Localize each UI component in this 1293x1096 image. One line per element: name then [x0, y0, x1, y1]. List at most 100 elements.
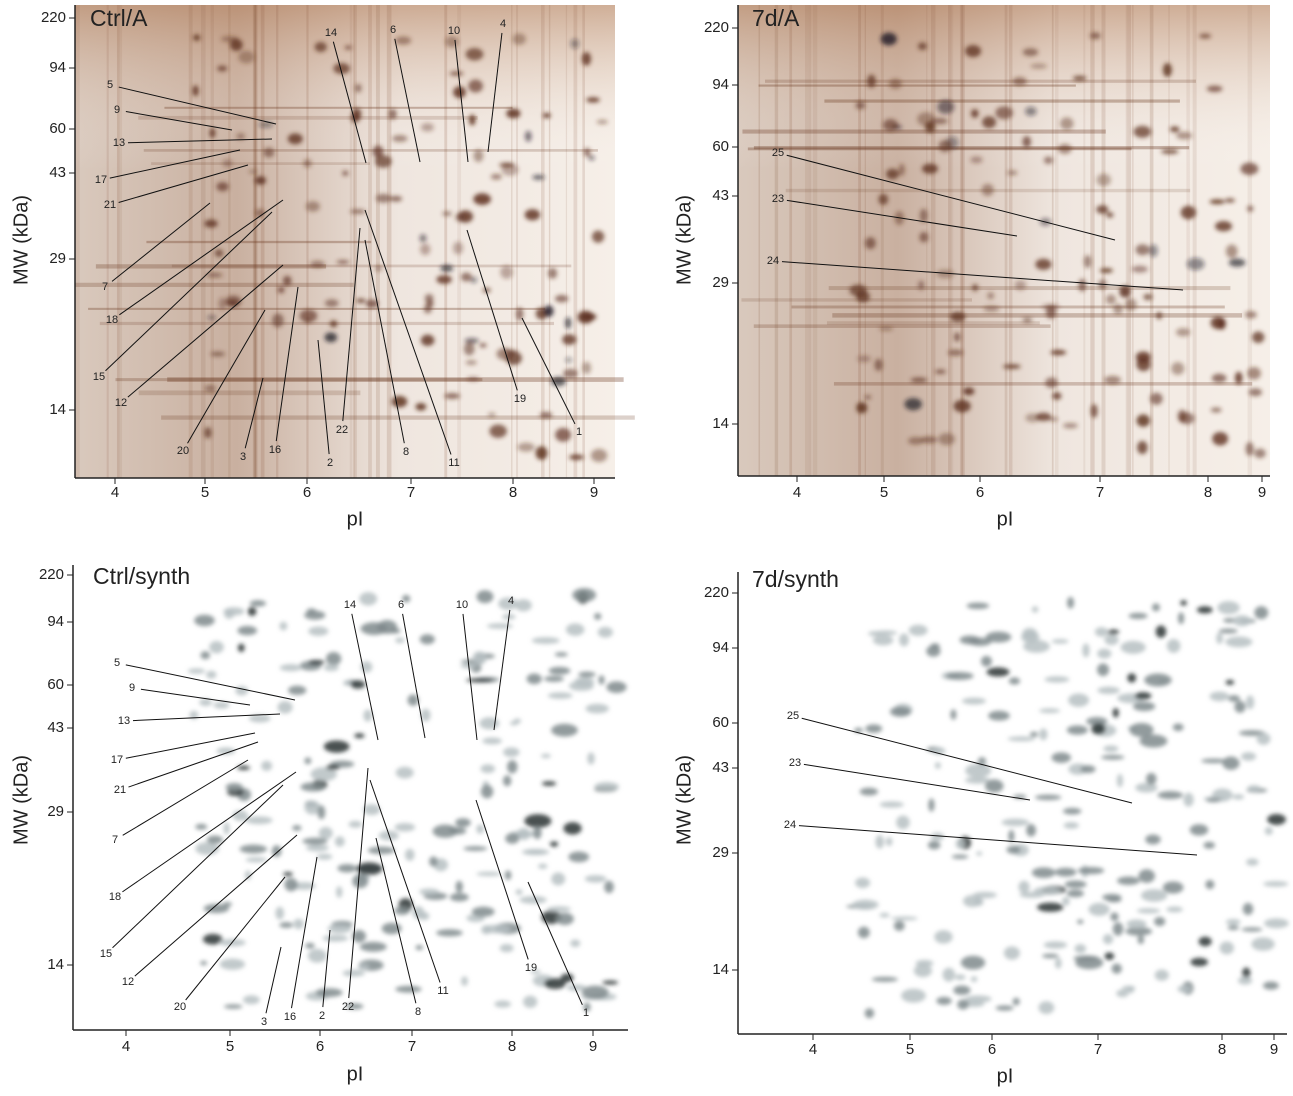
gel-spot [867, 74, 876, 88]
gel-spot [436, 275, 452, 284]
gel-spot [1211, 373, 1227, 383]
gel-spot [1242, 967, 1251, 979]
gel-spot [1067, 596, 1075, 609]
gel-spot [1150, 392, 1163, 405]
spot-label: 11 [437, 985, 448, 997]
gel-spot [581, 985, 609, 1000]
gel-spot [594, 782, 620, 792]
gel-spot [1074, 944, 1087, 954]
gel-spot [542, 112, 551, 119]
gel-spot [865, 724, 883, 733]
gel-spot [1251, 937, 1275, 951]
gel-spot [855, 877, 871, 889]
gel-spot [419, 888, 440, 895]
spot-label: 20 [177, 445, 189, 457]
gel-spot [942, 967, 956, 982]
x-tick-label: 5 [880, 484, 888, 501]
gel-spot [1021, 631, 1040, 643]
gel-spot [926, 645, 941, 657]
gel-spot [986, 667, 1010, 677]
gel-spot [983, 305, 1000, 312]
gel-spot [962, 697, 986, 705]
gel-spot [223, 822, 230, 835]
gel-spot [299, 309, 318, 323]
gel-spot [395, 637, 405, 644]
gel-spot [919, 208, 928, 223]
gel-spot [213, 701, 230, 709]
gel-spot [856, 291, 870, 303]
gel-spot [1112, 707, 1119, 718]
gel-spot [390, 195, 403, 202]
gel-spot [985, 631, 1012, 643]
gel-streak [1054, 5, 1059, 476]
gel-spot [279, 664, 302, 672]
gel-spot [187, 668, 206, 674]
gel-band [742, 129, 1106, 134]
gel-spot [570, 939, 581, 948]
gel-spot [1190, 957, 1208, 967]
gel-spot [907, 436, 924, 445]
gel-spot [248, 714, 271, 723]
leader-line [801, 717, 1133, 804]
panel-title: Ctrl/synth [93, 563, 190, 589]
y-tick-label: 29 [47, 803, 64, 820]
gel-spot [565, 357, 573, 363]
gel-band [765, 79, 1196, 83]
gel-spot [323, 664, 339, 672]
gel-spot [1233, 615, 1251, 627]
gel-streak [804, 5, 809, 476]
gel-spot [879, 326, 894, 331]
gel-streak [75, 5, 80, 478]
gel-streak [252, 5, 257, 478]
x-tick-label: 6 [976, 484, 984, 501]
gel-spot [420, 243, 431, 256]
gel-spot [544, 675, 564, 682]
gel-spot [204, 427, 212, 439]
gel-spot [216, 747, 236, 755]
leader-line [348, 767, 369, 999]
gel-spot [1228, 695, 1241, 702]
gel-spot [1242, 902, 1254, 916]
gel-spot [1234, 371, 1243, 385]
spot-label: 4 [500, 18, 506, 30]
gel-spot [1199, 33, 1212, 39]
gel-spot [1224, 198, 1236, 203]
gel-spot [472, 651, 487, 665]
gel-spot [879, 912, 890, 918]
spot-label: 23 [772, 193, 784, 205]
gel-spot [505, 833, 520, 844]
gel-streak [582, 5, 585, 478]
gel-spot [216, 182, 229, 192]
gel-spot [375, 193, 391, 203]
gel-spot [919, 231, 929, 243]
gel-spot [389, 628, 401, 634]
gel-streak [1186, 5, 1190, 476]
leader-line [122, 771, 297, 893]
gel-spot [1209, 199, 1225, 205]
gel-spot [504, 349, 518, 354]
leader-line [118, 86, 277, 125]
gel-spot [395, 766, 414, 779]
gel-spot [302, 837, 328, 845]
gel-spot [1132, 701, 1156, 712]
leader-line [244, 377, 264, 449]
gel-spot [374, 265, 383, 272]
gel-spot [1062, 807, 1082, 815]
gel-spot [1128, 612, 1148, 620]
x-tick-label: 4 [111, 484, 119, 501]
gel-spot [391, 395, 408, 408]
gel-spot [1162, 881, 1184, 894]
gel-spot [1227, 925, 1240, 931]
gel-streak [1083, 5, 1086, 476]
spot-label: 7 [102, 281, 108, 293]
leader-line [187, 309, 266, 444]
gel-spot [1008, 829, 1015, 843]
gel-spot [344, 45, 352, 50]
gel-spot [995, 106, 1013, 120]
gel-spot [381, 922, 402, 935]
gel-spot [1177, 612, 1185, 625]
gel-spot [272, 313, 284, 328]
gel-streak [210, 5, 214, 478]
gel-spot [584, 875, 607, 883]
